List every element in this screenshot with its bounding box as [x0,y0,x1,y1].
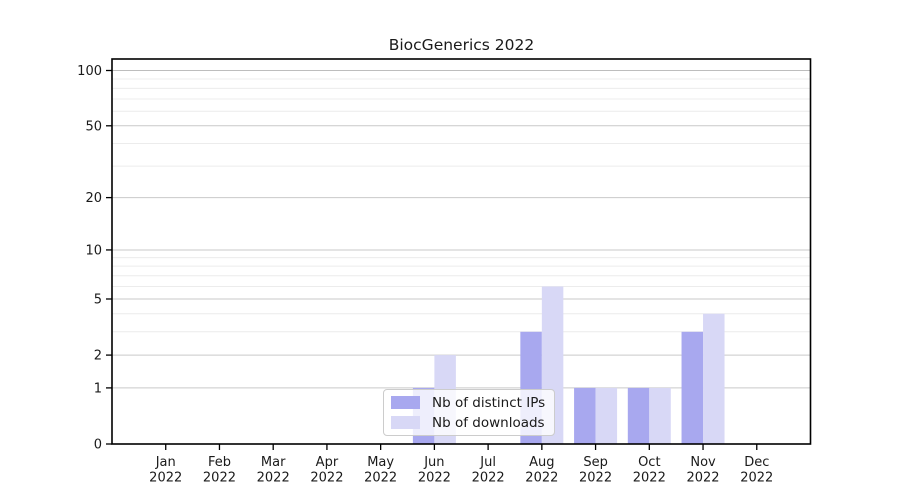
bar-downloads-sep [595,387,618,444]
y-tick-label-10: 10 [85,243,102,258]
x-tick-label-nov: Nov 2022 [686,455,719,486]
x-tick-label-jul: Jul 2022 [472,455,505,486]
axes-frame [111,58,812,445]
bar-downloads-nov [703,313,725,444]
x-tick-label-sep: Sep 2022 [579,455,612,486]
x-tick-label-jun: Jun 2022 [418,455,451,486]
x-tick-label-feb: Feb 2022 [203,455,236,486]
chart-title: BiocGenerics 2022 [388,36,535,54]
x-tick-label-apr: Apr 2022 [310,455,343,486]
y-tick-label-2: 2 [94,349,102,364]
legend-label-distinct-ips: Nb of distinct IPs [432,394,546,411]
legend: Nb of distinct IPs Nb of downloads [383,389,555,436]
legend-item-downloads: Nb of downloads [391,414,554,431]
y-tick-label-50: 50 [85,119,102,134]
x-tick-label-oct: Oct 2022 [633,455,666,486]
y-tick-label-0: 0 [94,438,102,453]
x-tick-label-aug: Aug 2022 [525,455,558,486]
minor-gridlines [112,78,811,333]
y-tick-label-1: 1 [94,381,102,396]
y-tick-label-20: 20 [85,191,102,206]
bar-downloads-oct [649,387,671,444]
y-tick-label-100: 100 [77,64,102,79]
legend-swatch-downloads [391,416,420,429]
legend-swatch-distinct-ips [391,396,420,409]
y-axis-ticks: 0 1 2 5 10 20 50 100 [77,64,112,453]
bar-ips-oct [627,387,650,444]
legend-item-distinct-ips: Nb of distinct IPs [391,394,554,411]
x-tick-label-dec: Dec 2022 [740,455,773,486]
legend-label-downloads: Nb of downloads [432,414,545,431]
bar-ips-nov [681,331,704,444]
x-axis-ticks: Jan 2022 Feb 2022 Mar 2022 Apr 2022 May 2022 Jun 20… [149,444,773,486]
x-tick-label-may: May 2022 [364,455,397,486]
bar-ips-sep [574,387,596,444]
plot-frame [111,58,812,445]
x-tick-label-mar: Mar 2022 [257,455,290,486]
x-tick-label-jan: Jan 2022 [149,455,182,486]
y-tick-label-5: 5 [94,292,102,307]
